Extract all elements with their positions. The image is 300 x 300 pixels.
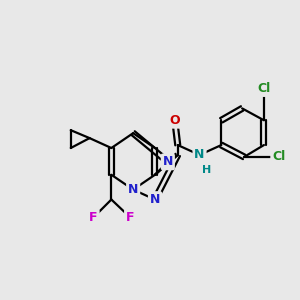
Text: F: F [126,211,134,224]
Text: N: N [163,155,173,168]
Text: O: O [169,114,180,127]
Text: N: N [194,148,205,161]
Text: Cl: Cl [272,150,285,164]
Text: Cl: Cl [257,82,271,95]
Text: N: N [128,183,138,196]
Text: F: F [89,211,98,224]
Text: H: H [202,165,211,175]
Text: N: N [150,193,160,206]
